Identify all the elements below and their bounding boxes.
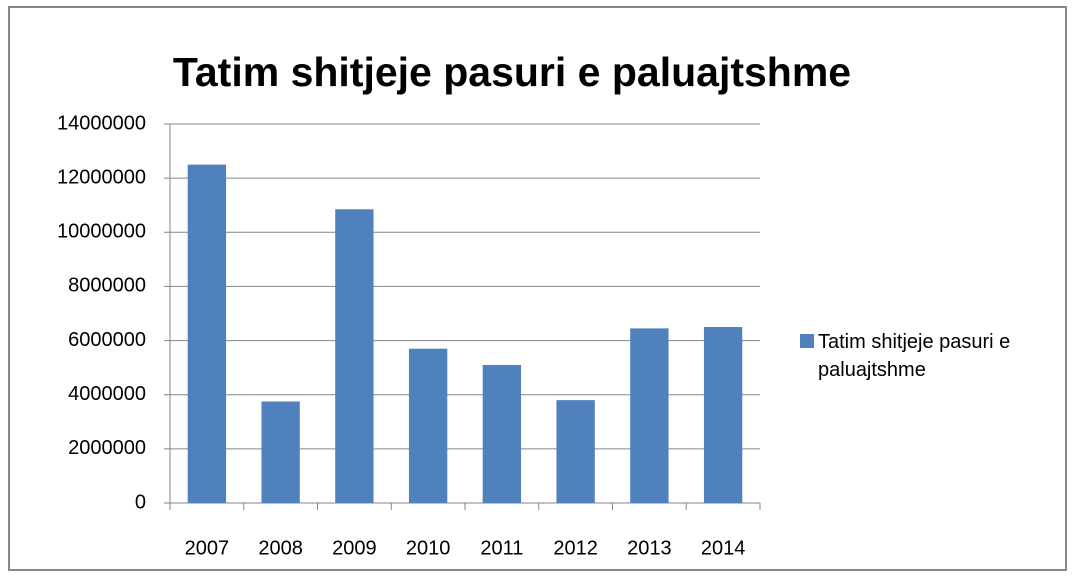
y-tick-label: 14000000 [57, 112, 146, 134]
y-tick-label: 0 [135, 491, 146, 513]
x-tick-label: 2008 [258, 537, 303, 559]
y-tick-label: 12000000 [57, 166, 146, 188]
bar [187, 164, 227, 503]
x-tick-label: 2014 [701, 537, 746, 559]
x-tick-label: 2009 [332, 537, 377, 559]
x-tick-label: 2011 [480, 537, 523, 559]
x-tick-label: 2013 [627, 537, 672, 559]
chart-frame [8, 6, 1067, 571]
bar [261, 401, 300, 503]
bar [703, 327, 743, 503]
bar [408, 348, 448, 503]
legend-swatch [800, 334, 814, 348]
bar [482, 364, 522, 503]
legend-label: Tatim shitjeje pasuri e paluajtshme [818, 331, 1011, 381]
chart-title: Tatim shitjeje pasuri e paluajtshme [173, 49, 851, 95]
bar [630, 328, 669, 503]
x-tick-label: 2010 [406, 537, 451, 559]
x-tick-label: 2007 [185, 537, 230, 559]
y-tick-label: 2000000 [68, 437, 146, 459]
y-tick-label: 6000000 [68, 329, 146, 351]
y-tick-label: 10000000 [57, 221, 146, 243]
y-tick-label: 4000000 [68, 383, 146, 405]
bar [556, 400, 595, 503]
bar [335, 209, 374, 503]
y-tick-label: 8000000 [68, 275, 146, 297]
x-tick-label: 2012 [553, 537, 598, 559]
